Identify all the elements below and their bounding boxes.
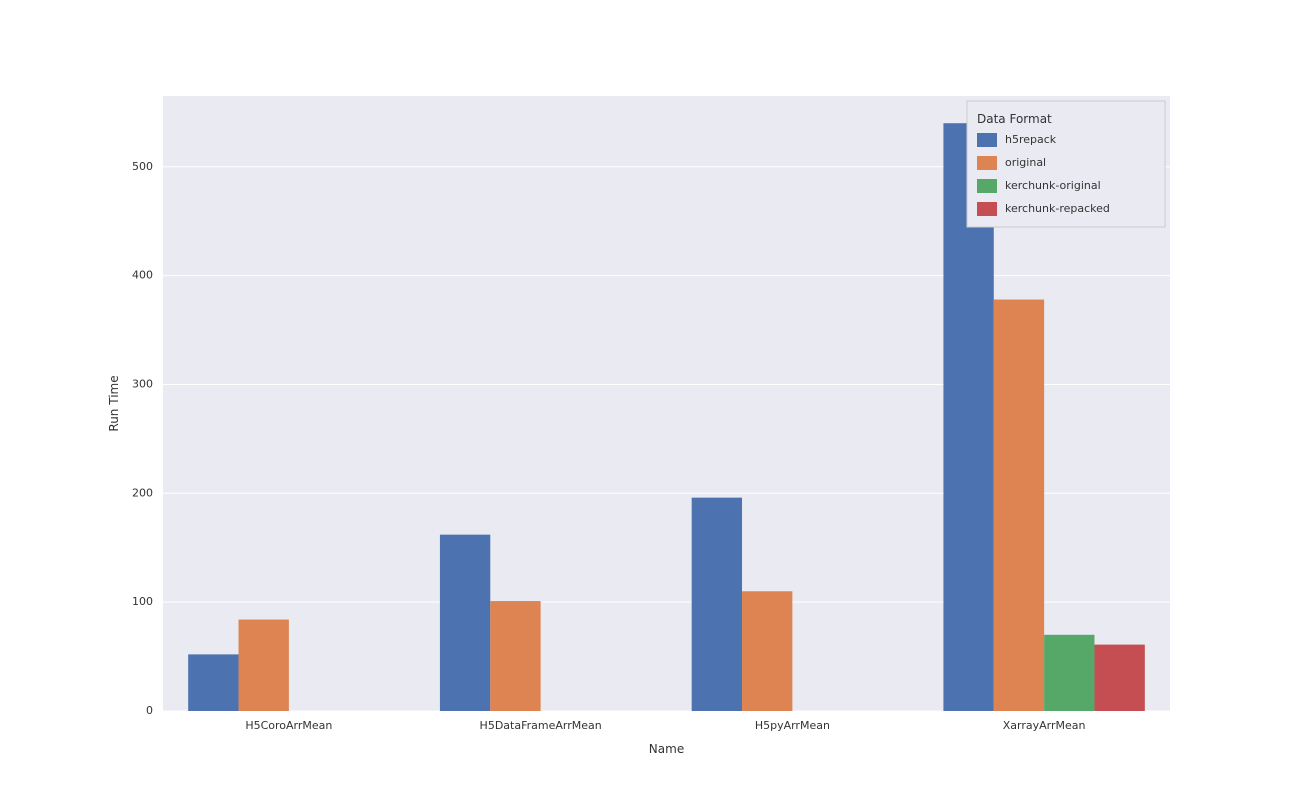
bar (440, 535, 490, 711)
bar (994, 300, 1044, 711)
legend-item-label: kerchunk-repacked (1005, 202, 1110, 215)
y-tick-label: 100 (132, 595, 153, 608)
chart-container: 0 100 200 300 400 500 H5CoroArrMean H5DataFrame… (0, 0, 1300, 800)
chart-svg: 0 100 200 300 400 500 H5CoroArrMean H5DataFrame… (0, 0, 1300, 800)
x-axis-label: Name (649, 742, 684, 756)
x-tick-label: H5CoroArrMean (245, 719, 332, 732)
x-tick-label: H5DataFrameArrMean (480, 719, 602, 732)
y-tick-label: 500 (132, 160, 153, 173)
y-tick-label: 200 (132, 486, 153, 499)
y-tick-label: 300 (132, 377, 153, 390)
x-tick-label: H5pyArrMean (755, 719, 830, 732)
legend-item-label: original (1005, 156, 1046, 169)
bar (742, 591, 792, 711)
legend-swatch (977, 133, 997, 147)
legend: Data Format h5repack original kerchunk-orig… (967, 101, 1165, 227)
bar (1094, 645, 1144, 711)
bar (692, 498, 742, 711)
y-tick-label: 0 (146, 704, 153, 717)
legend-swatch (977, 156, 997, 170)
legend-swatch (977, 202, 997, 216)
bar (188, 654, 238, 711)
bar (1044, 635, 1094, 711)
bar (239, 620, 289, 711)
y-axis-label: Run Time (107, 375, 121, 431)
legend-item-label: h5repack (1005, 133, 1057, 146)
legend-title: Data Format (977, 112, 1052, 126)
legend-swatch (977, 179, 997, 193)
y-tick-label: 400 (132, 269, 153, 282)
x-tick-label: XarrayArrMean (1003, 719, 1086, 732)
legend-item-label: kerchunk-original (1005, 179, 1101, 192)
bar (490, 601, 540, 711)
